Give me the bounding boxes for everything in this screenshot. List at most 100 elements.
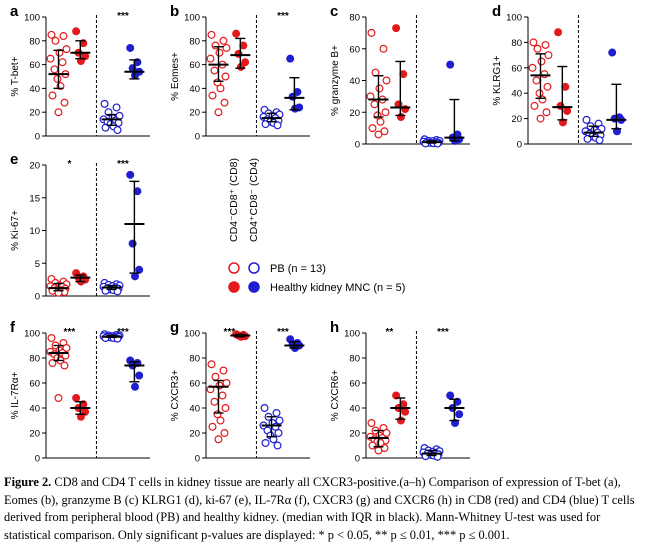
- y-tick-label: 0: [355, 140, 360, 151]
- group-cd8-pb: [46, 30, 71, 117]
- group-cd8-pb: [46, 334, 71, 403]
- data-point: [216, 416, 225, 425]
- data-point: [261, 439, 270, 448]
- data-point: [219, 366, 228, 375]
- data-point: [214, 435, 223, 444]
- group-cd8-kidney: [552, 28, 573, 127]
- data-point: [275, 416, 284, 425]
- data-point: [208, 422, 217, 431]
- group-cd4-kidney: [124, 170, 145, 281]
- data-point: [112, 103, 121, 112]
- legend: CD4⁻CD8⁺ (CD8) CD4⁺CD8⁻ (CD4) PB (n = 13…: [228, 158, 405, 294]
- significance-cd8: ***: [224, 327, 236, 338]
- group-cd8-kidney: [70, 269, 91, 286]
- y-tick-label: 80: [349, 13, 360, 24]
- significance-cd4: ***: [117, 159, 129, 170]
- data-point: [535, 89, 544, 98]
- group-cd8-kidney: [390, 24, 411, 122]
- data-point: [54, 108, 63, 117]
- y-tick-label: 0: [35, 454, 40, 465]
- data-point: [382, 429, 391, 438]
- group-cd4-kidney: [444, 391, 465, 428]
- legend-marker-cd4-kidney: [248, 281, 260, 293]
- data-point: [528, 63, 537, 72]
- y-tick-label: 80: [511, 38, 522, 49]
- group-cd4-pb: [581, 115, 606, 145]
- data-point: [72, 27, 81, 36]
- data-point: [219, 36, 228, 45]
- data-point: [582, 115, 591, 124]
- group-cd4-kidney: [606, 48, 627, 136]
- data-point: [72, 394, 81, 403]
- y-tick-label: 15: [29, 193, 40, 204]
- data-point: [218, 391, 227, 400]
- data-point: [100, 99, 109, 108]
- y-tick-label: 40: [349, 76, 360, 87]
- data-point: [368, 441, 377, 450]
- data-point: [221, 72, 230, 81]
- caption-label: Figure 2.: [4, 475, 52, 489]
- data-point: [211, 372, 220, 381]
- data-point: [367, 419, 376, 428]
- data-point: [126, 170, 135, 179]
- group-cd8-pb: [206, 30, 231, 117]
- y-tick-label: 100: [24, 13, 40, 24]
- y-tick-label: 60: [349, 44, 360, 55]
- legend-marker-cd8-kidney: [228, 281, 240, 293]
- data-point: [392, 391, 401, 400]
- data-point: [608, 48, 617, 57]
- panel-a: a 0 20 40 60 80 100 % T-bet+ ***: [10, 3, 150, 143]
- data-point: [48, 91, 57, 100]
- data-point: [446, 60, 455, 69]
- y-axis-label: % T-bet+: [10, 56, 21, 96]
- data-point: [583, 134, 592, 143]
- data-point: [215, 381, 224, 390]
- y-axis-label: % CXCR6+: [330, 370, 341, 422]
- data-point: [135, 265, 144, 274]
- data-point: [222, 379, 231, 388]
- significance-cd8: **: [386, 327, 394, 338]
- y-tick-label: 20: [29, 429, 40, 440]
- data-point: [374, 130, 383, 139]
- y-tick-label: 60: [29, 379, 40, 390]
- y-tick-label: 80: [349, 354, 360, 365]
- y-tick-label: 40: [349, 404, 360, 415]
- data-point: [59, 32, 68, 41]
- y-tick-label: 5: [35, 259, 40, 270]
- data-point: [51, 36, 60, 45]
- data-point: [60, 361, 69, 370]
- data-point: [563, 106, 572, 115]
- data-point: [269, 435, 278, 444]
- data-point: [220, 429, 229, 438]
- group-cd8-kidney: [230, 29, 251, 71]
- data-point: [207, 360, 216, 369]
- y-tick-label: 40: [189, 404, 200, 415]
- y-tick-label: 40: [511, 89, 522, 100]
- data-point: [541, 40, 550, 49]
- group-cd8-kidney: [230, 330, 251, 341]
- data-point: [368, 124, 377, 133]
- panel-b: b 0 20 40 60 80 100 % Eomes+ ***: [170, 3, 310, 143]
- data-point: [126, 43, 135, 52]
- y-tick-label: 80: [189, 36, 200, 47]
- y-tick-label: 0: [195, 454, 200, 465]
- data-point: [371, 68, 380, 77]
- panel-letter: d: [492, 3, 501, 20]
- data-point: [373, 111, 382, 120]
- y-tick-label: 20: [511, 114, 522, 125]
- data-point: [47, 334, 56, 343]
- group-cd4-kidney: [284, 54, 305, 113]
- panel-letter: g: [170, 319, 179, 336]
- group-cd8-pb: [366, 28, 391, 139]
- data-point: [544, 51, 553, 60]
- y-tick-label: 20: [29, 108, 40, 119]
- y-axis-label: % Eomes+: [170, 52, 181, 101]
- data-point: [60, 98, 69, 107]
- y-tick-label: 0: [195, 132, 200, 143]
- group-cd4-pb: [419, 444, 444, 461]
- group-cd8-pb: [528, 38, 553, 123]
